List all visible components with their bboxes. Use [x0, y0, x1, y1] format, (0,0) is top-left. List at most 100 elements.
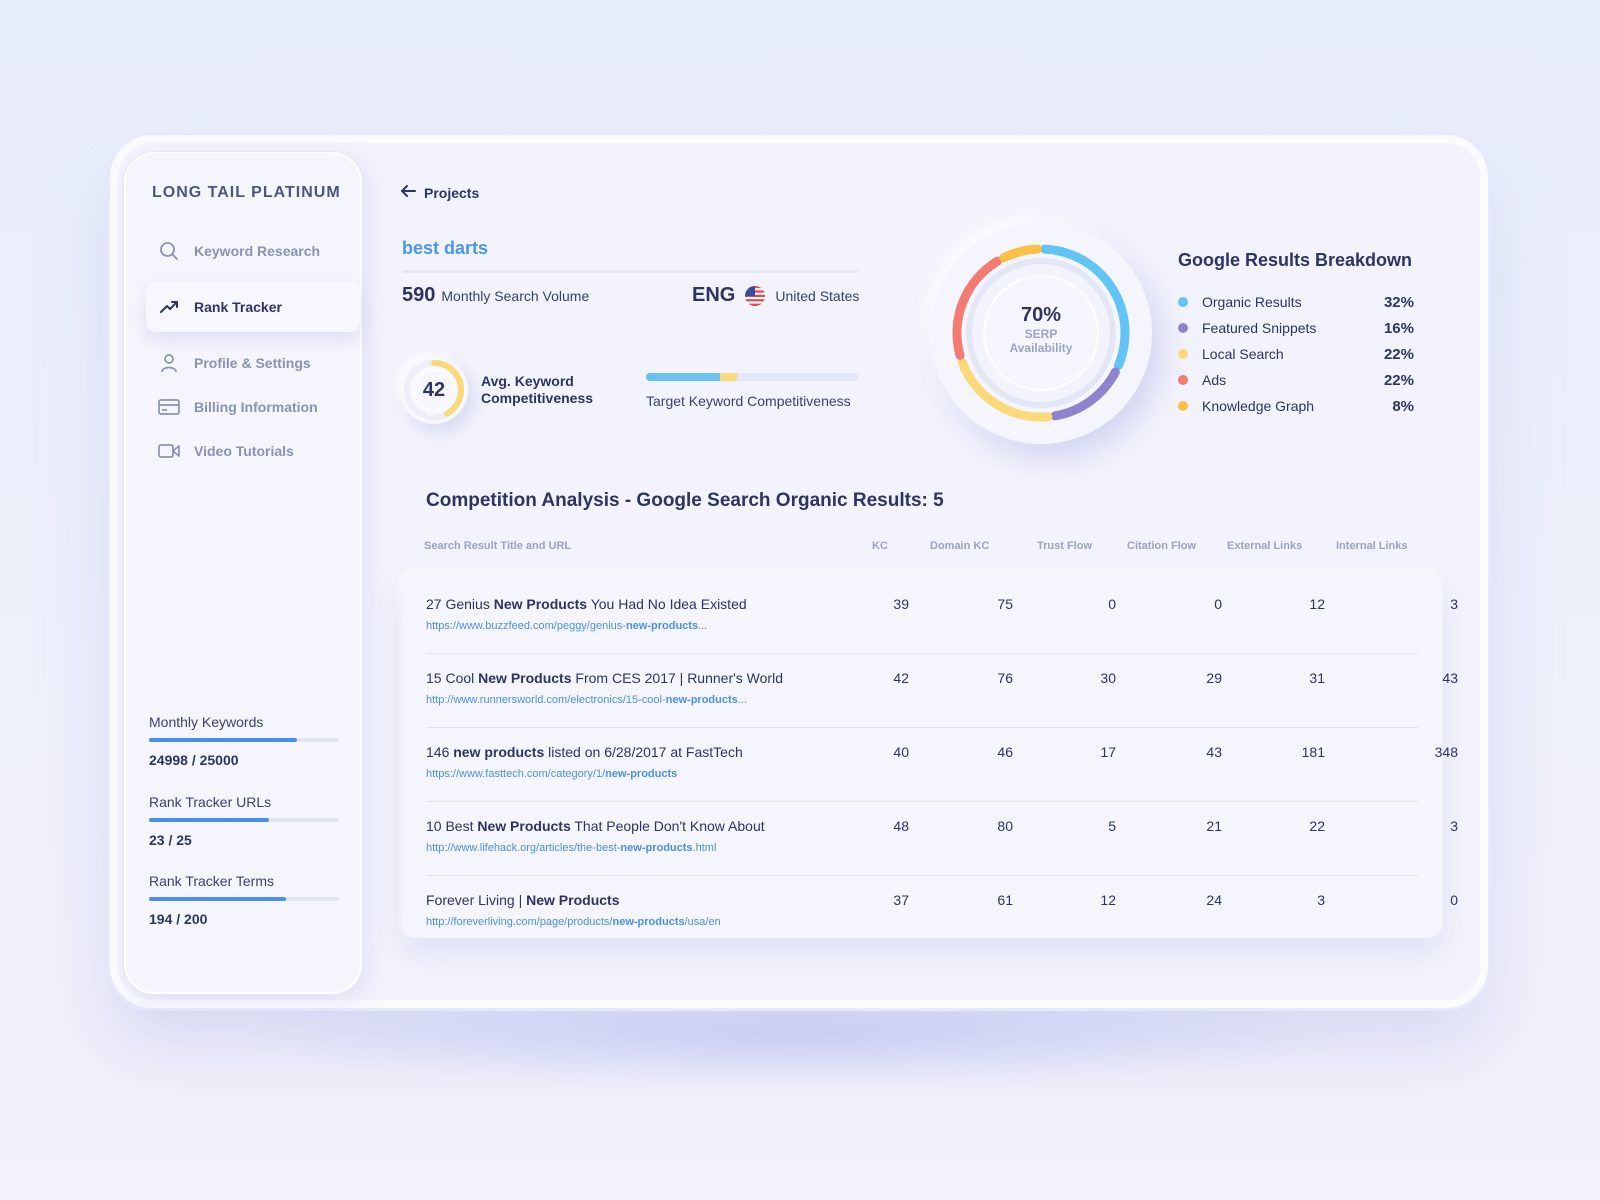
legend-item: Featured Snippets 16% — [1178, 315, 1414, 341]
column-header-citation-flow[interactable]: Citation Flow — [1127, 540, 1197, 552]
cell-trust-flow: 30 — [1100, 670, 1116, 686]
cell-kc: 39 — [893, 596, 909, 612]
avg-kc-value: 42 — [422, 378, 446, 401]
cell-domain-kc: 80 — [997, 818, 1013, 834]
country-name: United States — [775, 287, 860, 304]
cell-kc: 42 — [893, 670, 909, 686]
avg-kc-gauge: 42 — [400, 356, 468, 424]
cell-external-links: 22 — [1309, 818, 1325, 834]
sidebar-item-profile-settings[interactable]: Profile & Settings — [146, 338, 360, 388]
breakdown-legend: Organic Results 32% Featured Snippets 16… — [1178, 289, 1414, 419]
table-row[interactable]: 27 Genius New Products You Had No Idea E… — [426, 580, 1458, 654]
credit-card-icon — [158, 396, 180, 418]
usage-value: 24998 / 25000 — [149, 752, 239, 768]
row-divider — [426, 727, 1418, 728]
usage-value: 194 / 200 — [149, 911, 208, 927]
avg-kc-label: Avg. Keyword Competitiveness — [481, 373, 593, 407]
result-title[interactable]: 15 Cool New Products From CES 2017 | Run… — [426, 670, 783, 686]
table-row[interactable]: Forever Living | New Products http://for… — [426, 876, 1458, 950]
arrow-left-icon — [400, 184, 416, 201]
legend-percent: 22% — [1383, 345, 1414, 363]
usage-progress-fill — [149, 738, 298, 742]
column-header-domain-kc[interactable]: Domain KC — [930, 540, 990, 552]
sidebar-item-rank-tracker[interactable]: Rank Tracker — [146, 282, 360, 332]
result-title[interactable]: 10 Best New Products That People Don't K… — [426, 818, 765, 834]
usage-progress-bar — [149, 818, 339, 822]
result-title[interactable]: Forever Living | New Products — [426, 892, 620, 908]
cell-kc: 37 — [893, 892, 909, 908]
cell-internal-links: 3 — [1450, 596, 1458, 612]
cell-external-links: 181 — [1301, 744, 1325, 760]
cell-domain-kc: 61 — [997, 892, 1013, 908]
result-url[interactable]: https://www.fasttech.com/category/1/new-… — [426, 768, 678, 780]
sidebar-item-billing[interactable]: Billing Information — [146, 382, 360, 432]
column-header-kc[interactable]: KC — [872, 540, 888, 552]
sidebar-item-label: Rank Tracker — [194, 299, 282, 315]
legend-dot — [1178, 297, 1188, 307]
column-header-title-url[interactable]: Search Result Title and URL — [424, 540, 572, 552]
brand-logo: LONG TAIL PLATINUM — [152, 184, 341, 201]
cell-external-links: 12 — [1309, 596, 1325, 612]
result-url[interactable]: http://www.runnersworld.com/electronics/… — [426, 694, 747, 706]
table-row[interactable]: 15 Cool New Products From CES 2017 | Run… — [426, 654, 1458, 728]
volume-label: Monthly Search Volume — [441, 288, 590, 304]
cell-citation-flow: 24 — [1206, 892, 1222, 908]
usage-label: Rank Tracker Terms — [149, 873, 274, 889]
legend-item: Knowledge Graph 8% — [1178, 393, 1414, 419]
usage-monthly-keywords: Monthly Keywords 24998 / 25000 — [149, 714, 339, 768]
avg-kc-label-line: Competitiveness — [481, 390, 594, 406]
result-url[interactable]: http://foreverliving.com/page/products/n… — [426, 916, 721, 928]
sidebar-item-video-tutorials[interactable]: Video Tutorials — [146, 426, 360, 476]
serp-availability-donut — [930, 222, 1152, 444]
column-header-external-links[interactable]: External Links — [1227, 540, 1303, 552]
cell-internal-links: 43 — [1442, 670, 1458, 686]
cell-trust-flow: 17 — [1100, 744, 1116, 760]
usage-rank-tracker-terms: Rank Tracker Terms 194 / 200 — [149, 873, 339, 927]
cell-kc: 48 — [893, 818, 909, 834]
usage-progress-fill — [149, 897, 286, 901]
legend-percent: 16% — [1383, 319, 1414, 337]
column-header-internal-links[interactable]: Internal Links — [1336, 540, 1408, 552]
legend-dot — [1178, 323, 1188, 333]
result-title[interactable]: 146 new products listed on 6/28/2017 at … — [426, 744, 743, 760]
table-row[interactable]: 146 new products listed on 6/28/2017 at … — [426, 728, 1458, 802]
usage-progress-bar — [149, 738, 339, 742]
legend-percent: 32% — [1383, 293, 1414, 311]
usage-value: 23 / 25 — [149, 832, 192, 848]
cell-domain-kc: 76 — [997, 670, 1013, 686]
competition-title: Competition Analysis - Google Search Org… — [426, 490, 944, 511]
legend-name: Organic Results — [1202, 294, 1302, 310]
result-url[interactable]: http://www.lifehack.org/articles/the-bes… — [426, 842, 717, 854]
cell-trust-flow: 12 — [1100, 892, 1116, 908]
serp-availability-center: 70% SERP Availability — [930, 304, 1152, 355]
sidebar-item-keyword-research[interactable]: Keyword Research — [146, 226, 360, 276]
legend-item: Organic Results 32% — [1178, 289, 1414, 315]
target-kc-marker — [720, 373, 738, 381]
usage-progress-fill — [149, 818, 269, 822]
donut-segment-knowledge-graph — [999, 244, 1042, 263]
volume-number: 590 — [402, 284, 436, 306]
legend-name: Knowledge Graph — [1202, 398, 1315, 414]
serp-label: Availability — [1009, 341, 1073, 355]
result-url[interactable]: https://www.buzzfeed.com/peggy/genius-ne… — [426, 620, 708, 632]
sidebar — [124, 152, 362, 994]
sidebar-item-label: Billing Information — [194, 399, 318, 415]
cell-external-links: 31 — [1309, 670, 1325, 686]
cell-internal-links: 348 — [1434, 744, 1458, 760]
row-divider — [426, 875, 1418, 876]
legend-percent: 22% — [1383, 371, 1414, 389]
breakdown-title: Google Results Breakdown — [1178, 250, 1413, 270]
target-kc-label: Target Keyword Competitiveness — [646, 393, 851, 409]
legend-name: Ads — [1202, 372, 1227, 388]
target-kc-bar — [646, 373, 858, 381]
back-to-projects-link[interactable]: Projects — [400, 184, 479, 201]
table-row[interactable]: 10 Best New Products That People Don't K… — [426, 802, 1458, 876]
avg-kc-label-line: Avg. Keyword — [481, 373, 574, 389]
result-title[interactable]: 27 Genius New Products You Had No Idea E… — [426, 596, 747, 612]
back-label: Projects — [424, 184, 480, 201]
donut-segment-ads — [952, 256, 1002, 360]
legend-item: Ads 22% — [1178, 367, 1414, 393]
column-header-trust-flow[interactable]: Trust Flow — [1037, 540, 1092, 552]
divider — [402, 270, 858, 273]
cell-citation-flow: 43 — [1206, 744, 1222, 760]
